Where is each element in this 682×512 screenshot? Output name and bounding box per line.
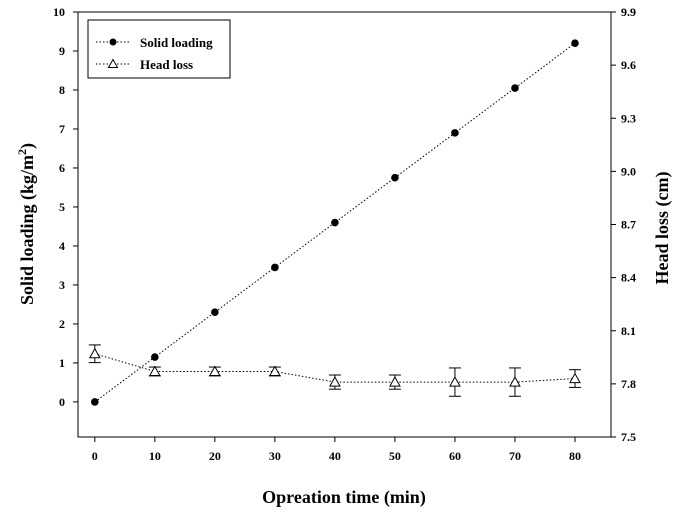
left-y-tick-label: 0 [59,395,65,409]
x-tick-label: 80 [569,449,581,463]
left-y-tick-label: 5 [59,200,65,214]
right-y-tick-label: 8.1 [621,324,636,338]
legend: Solid loading Head loss [87,19,231,79]
head-loss-point [269,365,281,376]
solid-loading-point [151,353,159,361]
left-y-tick-label: 3 [59,278,65,292]
right-y-tick-label: 9.6 [621,58,636,72]
x-tick-label: 20 [209,449,221,463]
head-loss-point [88,347,101,359]
right-y-tick-label: 9.9 [621,5,636,19]
legend-marker-head-loss [107,58,119,68]
x-tick-label: 30 [269,449,281,463]
right-y-tick-label: 9.3 [621,111,636,125]
right-y-tick-label: 7.8 [621,377,636,391]
left-y-axis-title-tail: ) [17,143,38,149]
left-y-tick-label: 6 [59,161,65,175]
head-loss-point [329,376,341,387]
x-tick-label: 70 [509,449,521,463]
solid-loading-point [391,173,399,182]
left-y-tick-label: 7 [59,122,65,136]
left-y-tick-label: 9 [59,44,65,58]
solid-loading-point [451,129,459,137]
left-y-tick-label: 10 [53,5,65,19]
right-y-tick-label: 8.7 [621,218,636,232]
left-y-tick-label: 8 [59,83,65,97]
left-y-axis-title-main: Solid loading (kg/m [17,155,38,305]
legend-label-head-loss: Head loss [140,57,193,72]
series-layer [88,39,581,406]
solid-loading-point [511,84,519,92]
head-loss-point [389,376,401,387]
left-y-tick-label: 2 [59,317,65,331]
x-tick-label: 10 [149,449,161,463]
solid-loading-point [91,398,99,406]
solid-loading-point [271,263,279,272]
solid-loading-point [211,308,219,317]
legend-marker-solid-loading [109,38,117,46]
x-tick-label: 0 [92,449,98,463]
left-y-axis-title-superscript: 2 [15,149,29,155]
right-y-tick-label: 7.5 [621,430,636,444]
right-y-axis-title: Head loss (cm) [652,172,673,285]
x-tick-label: 60 [449,449,461,463]
x-axis-title: Opreation time (min) [262,487,426,508]
head-loss-point [148,365,161,376]
solid-loading-point [331,218,339,227]
right-y-tick-label: 9.0 [621,164,636,178]
head-loss-point [449,376,461,387]
head-loss-point [569,372,581,384]
left-y-tick-label: 1 [59,356,65,370]
right-y-tick-label: 8.4 [621,271,636,285]
x-axis-ticks: 0 10 20 30 40 50 60 70 80 [92,437,581,463]
legend-box [87,19,231,79]
head-loss-line [94,353,576,383]
legend-label-solid-loading: Solid loading [140,35,213,50]
x-tick-label: 40 [329,449,341,463]
left-y-tick-label: 4 [59,239,65,253]
head-loss-point [209,365,221,376]
left-y-axis-title: Solid loading (kg/m2) [15,143,38,305]
right-y-axis-ticks: 7.5 7.8 8.1 8.4 8.7 9.0 9.3 9.6 9.9 [611,5,636,444]
head-loss-point [509,376,521,387]
x-tick-label: 50 [389,449,401,463]
left-y-axis-ticks: 0 1 2 3 4 5 6 7 8 9 10 [53,5,78,409]
solid-loading-point [571,39,579,47]
